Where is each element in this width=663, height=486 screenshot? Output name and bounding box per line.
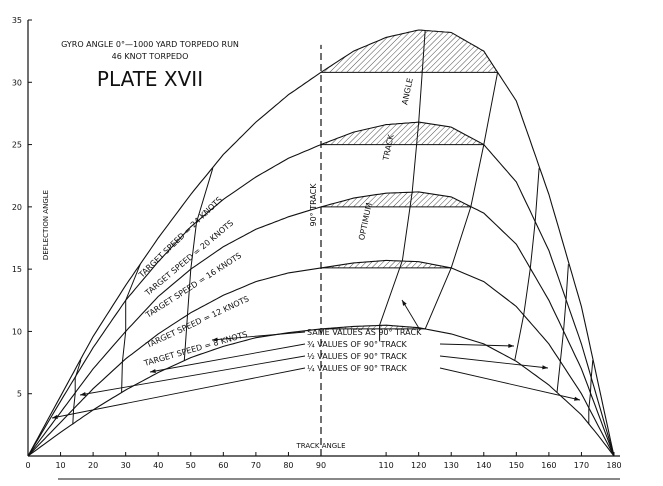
chart-title: PLATE XVII — [97, 67, 203, 91]
annotation-90-track: 90° TRACK — [309, 183, 318, 227]
tick-labels: 0 10 20 30 40 50 60 70 80 90 110 120 130 140 150 160 170… — [12, 16, 622, 470]
x-tick-label: 90 — [316, 461, 326, 470]
y-tick-label: 15 — [12, 265, 22, 274]
leader-same-right — [401, 299, 421, 331]
leader-same-left-head — [212, 337, 218, 342]
hatch-region — [321, 325, 426, 329]
y-tick-label: 5 — [17, 390, 22, 399]
x-tick-label: 160 — [541, 461, 556, 470]
hatch-region — [321, 260, 452, 268]
leader-quarter-right-head — [574, 396, 580, 401]
optimum-track-line — [379, 29, 426, 342]
x-tick-label: 70 — [251, 461, 261, 470]
chart-subtitle-line1: GYRO ANGLE 0°—1000 YARD TORPEDO RUN — [61, 40, 239, 49]
constant-fraction-right — [424, 72, 499, 330]
y-tick-label: 25 — [12, 141, 22, 150]
constant-fraction-right — [514, 168, 540, 361]
leader-three-quarter-left — [149, 343, 306, 373]
leader-same-right-head — [402, 300, 407, 306]
hatch-region — [321, 30, 498, 73]
hatch-region — [321, 191, 471, 207]
leader-three-quarter-right-head — [508, 343, 514, 348]
leader-half-left — [79, 355, 306, 396]
constant-curves — [51, 29, 594, 456]
annotation-angle: ANGLE — [400, 77, 414, 105]
x-tick-label: 80 — [283, 461, 293, 470]
x-tick-label: 20 — [88, 461, 98, 470]
x-tick-label: 10 — [55, 461, 65, 470]
leader-three-quarter-right — [439, 343, 515, 347]
x-tick-label: 110 — [378, 461, 393, 470]
y-tick-label: 10 — [12, 327, 22, 336]
chart-subtitle-line2: 46 KNOT TORPEDO — [112, 52, 189, 61]
x-tick-label: 50 — [186, 461, 196, 470]
x-tick-label: 130 — [444, 461, 459, 470]
leader-half-right — [439, 355, 549, 369]
series-line — [27, 29, 615, 457]
annotation-optimum: OPTIMUM — [357, 202, 374, 241]
leader-same-left — [211, 331, 306, 341]
x-tick-label: 60 — [218, 461, 228, 470]
annotation-three-quarter-values: ¾ VALUES OF 90° TRACK — [307, 340, 408, 349]
y-axis-label: DEFLECTION ANGLE — [42, 190, 50, 260]
annotation-same-values: SAME VALUES AS 90° TRACK — [307, 328, 422, 337]
x-axis-label: TRACK ANGLE — [296, 442, 346, 450]
x-tick-label: 0 — [25, 461, 30, 470]
y-tick-label: 30 — [12, 78, 22, 87]
constant-fraction-left — [183, 168, 214, 361]
x-tick-label: 40 — [153, 461, 163, 470]
x-tick-label: 120 — [411, 461, 426, 470]
x-tick-label: 150 — [509, 461, 524, 470]
axes — [27, 19, 620, 480]
leader-three-quarter-left-head — [150, 369, 156, 373]
constant-fraction-right — [588, 360, 594, 425]
x-tick-label: 170 — [574, 461, 589, 470]
hatched-regions — [321, 30, 498, 330]
leader-quarter-left — [51, 367, 306, 419]
x-tick-label: 30 — [121, 461, 131, 470]
constant-fraction-right — [556, 264, 569, 393]
hatch-region — [321, 122, 484, 145]
constant-fraction-left — [121, 264, 141, 393]
leader-quarter-left-head — [52, 414, 58, 419]
annotation-half-values: ½ VALUES OF 90° TRACK — [307, 352, 408, 361]
y-tick-label: 20 — [12, 203, 22, 212]
leader-half-right-head — [542, 365, 548, 370]
leader-quarter-right — [439, 367, 581, 401]
leader-half-left-head — [80, 392, 86, 397]
x-tick-label: 180 — [606, 461, 621, 470]
x-tick-label: 140 — [476, 461, 491, 470]
y-tick-label: 35 — [12, 16, 22, 25]
annotation-quarter-values: ¼ VALUES OF 90° TRACK — [307, 364, 408, 373]
